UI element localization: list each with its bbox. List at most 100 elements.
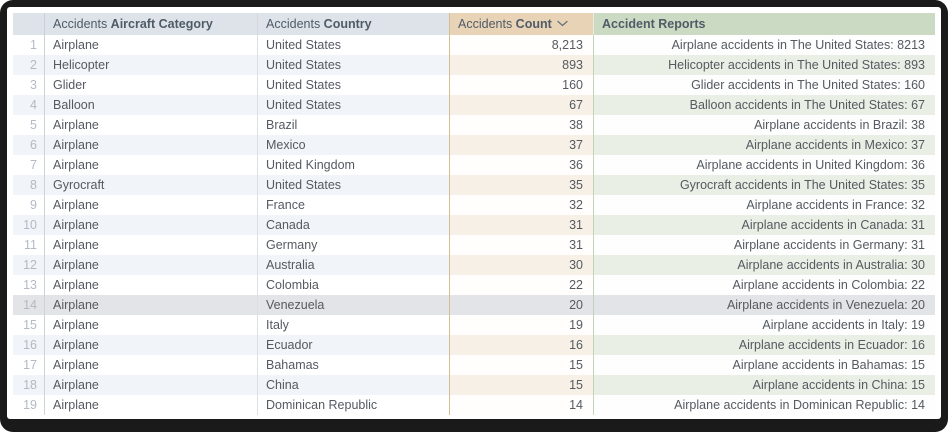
cell-aircraft-category[interactable]: Helicopter [45, 55, 258, 75]
table-row[interactable]: 6 Airplane Mexico 37 Airplane accidents … [13, 135, 935, 155]
cell-country[interactable]: Ecuador [258, 335, 449, 355]
cell-aircraft-category[interactable]: Airplane [45, 215, 258, 235]
table-row[interactable]: 11 Airplane Germany 31 Airplane accident… [13, 235, 935, 255]
table-row[interactable]: 14 Airplane Venezuela 20 Airplane accide… [13, 295, 935, 315]
cell-accidents-count[interactable]: 8,213 [449, 35, 593, 55]
column-header-country[interactable]: Accidents Country [258, 13, 449, 35]
cell-aircraft-category[interactable]: Airplane [45, 395, 258, 415]
table-row[interactable]: 3 Glider United States 160 Glider accide… [13, 75, 935, 95]
cell-accident-report[interactable]: Airplane accidents in Italy: 19 [593, 315, 935, 335]
cell-aircraft-category[interactable]: Balloon [45, 95, 258, 115]
cell-accident-report[interactable]: Airplane accidents in Australia: 30 [593, 255, 935, 275]
table-row[interactable]: 10 Airplane Canada 31 Airplane accidents… [13, 215, 935, 235]
column-header-accident-reports[interactable]: Accident Reports [593, 13, 935, 35]
table-row[interactable]: 8 Gyrocraft United States 35 Gyrocraft a… [13, 175, 935, 195]
cell-aircraft-category[interactable]: Airplane [45, 135, 258, 155]
chevron-down-icon[interactable] [557, 20, 568, 27]
cell-country[interactable]: United States [258, 55, 449, 75]
cell-accident-report[interactable]: Gyrocraft accidents in The United States… [593, 175, 935, 195]
cell-accident-report[interactable]: Airplane accidents in The United States:… [593, 35, 935, 55]
cell-country[interactable]: Brazil [258, 115, 449, 135]
table-row[interactable]: 9 Airplane France 32 Airplane accidents … [13, 195, 935, 215]
cell-accidents-count[interactable]: 20 [449, 295, 593, 315]
cell-accident-report[interactable]: Airplane accidents in United Kingdom: 36 [593, 155, 935, 175]
table-row[interactable]: 19 Airplane Dominican Republic 14 Airpla… [13, 395, 935, 415]
cell-country[interactable]: Germany [258, 235, 449, 255]
cell-accidents-count[interactable]: 19 [449, 315, 593, 335]
cell-accidents-count[interactable]: 160 [449, 75, 593, 95]
cell-country[interactable]: France [258, 195, 449, 215]
cell-accident-report[interactable]: Airplane accidents in Brazil: 38 [593, 115, 935, 135]
cell-country[interactable]: United States [258, 95, 449, 115]
cell-aircraft-category[interactable]: Airplane [45, 335, 258, 355]
cell-accidents-count[interactable]: 38 [449, 115, 593, 135]
cell-accident-report[interactable]: Airplane accidents in Canada: 31 [593, 215, 935, 235]
cell-country[interactable]: Dominican Republic [258, 395, 449, 415]
cell-accident-report[interactable]: Airplane accidents in China: 15 [593, 375, 935, 395]
cell-aircraft-category[interactable]: Airplane [45, 35, 258, 55]
table-row[interactable]: 1 Airplane United States 8,213 Airplane … [13, 35, 935, 55]
cell-accidents-count[interactable]: 37 [449, 135, 593, 155]
cell-country[interactable]: United States [258, 175, 449, 195]
cell-accident-report[interactable]: Airplane accidents in Colombia: 22 [593, 275, 935, 295]
cell-country[interactable]: Australia [258, 255, 449, 275]
cell-accident-report[interactable]: Airplane accidents in Ecuador: 16 [593, 335, 935, 355]
cell-aircraft-category[interactable]: Airplane [45, 295, 258, 315]
cell-accident-report[interactable]: Airplane accidents in Germany: 31 [593, 235, 935, 255]
cell-aircraft-category[interactable]: Airplane [45, 355, 258, 375]
cell-accident-report[interactable]: Helicopter accidents in The United State… [593, 55, 935, 75]
cell-accident-report[interactable]: Glider accidents in The United States: 1… [593, 75, 935, 95]
cell-accidents-count[interactable]: 22 [449, 275, 593, 295]
cell-country[interactable]: Bahamas [258, 355, 449, 375]
table-row[interactable]: 16 Airplane Ecuador 16 Airplane accident… [13, 335, 935, 355]
cell-accident-report[interactable]: Airplane accidents in Dominican Republic… [593, 395, 935, 415]
cell-aircraft-category[interactable]: Airplane [45, 315, 258, 335]
table-row[interactable]: 18 Airplane China 15 Airplane accidents … [13, 375, 935, 395]
cell-country[interactable]: Canada [258, 215, 449, 235]
cell-aircraft-category[interactable]: Airplane [45, 255, 258, 275]
cell-accidents-count[interactable]: 14 [449, 395, 593, 415]
cell-accident-report[interactable]: Airplane accidents in France: 32 [593, 195, 935, 215]
cell-country[interactable]: Colombia [258, 275, 449, 295]
cell-country[interactable]: China [258, 375, 449, 395]
cell-aircraft-category[interactable]: Airplane [45, 275, 258, 295]
cell-accident-report[interactable]: Airplane accidents in Bahamas: 15 [593, 355, 935, 375]
cell-country[interactable]: Italy [258, 315, 449, 335]
cell-accidents-count[interactable]: 31 [449, 235, 593, 255]
cell-accident-report[interactable]: Balloon accidents in The United States: … [593, 95, 935, 115]
cell-aircraft-category[interactable]: Airplane [45, 155, 258, 175]
cell-accidents-count[interactable]: 32 [449, 195, 593, 215]
table-row[interactable]: 4 Balloon United States 67 Balloon accid… [13, 95, 935, 115]
table-row[interactable]: 7 Airplane United Kingdom 36 Airplane ac… [13, 155, 935, 175]
cell-country[interactable]: United States [258, 75, 449, 95]
cell-accidents-count[interactable]: 15 [449, 375, 593, 395]
cell-accidents-count[interactable]: 30 [449, 255, 593, 275]
table-row[interactable]: 12 Airplane Australia 30 Airplane accide… [13, 255, 935, 275]
cell-country[interactable]: Mexico [258, 135, 449, 155]
cell-aircraft-category[interactable]: Airplane [45, 375, 258, 395]
cell-accidents-count[interactable]: 36 [449, 155, 593, 175]
cell-accidents-count[interactable]: 16 [449, 335, 593, 355]
table-row[interactable]: 2 Helicopter United States 893 Helicopte… [13, 55, 935, 75]
table-row[interactable]: 13 Airplane Colombia 22 Airplane acciden… [13, 275, 935, 295]
cell-accidents-count[interactable]: 15 [449, 355, 593, 375]
column-header-count-sorted-desc[interactable]: Accidents Count [449, 13, 593, 35]
cell-country[interactable]: United States [258, 35, 449, 55]
cell-aircraft-category[interactable]: Airplane [45, 195, 258, 215]
table-row[interactable]: 17 Airplane Bahamas 15 Airplane accident… [13, 355, 935, 375]
cell-accidents-count[interactable]: 893 [449, 55, 593, 75]
table-row[interactable]: 15 Airplane Italy 19 Airplane accidents … [13, 315, 935, 335]
cell-aircraft-category[interactable]: Gyrocraft [45, 175, 258, 195]
column-header-aircraft-category[interactable]: Accidents Aircraft Category [45, 13, 258, 35]
cell-country[interactable]: Venezuela [258, 295, 449, 315]
cell-accident-report[interactable]: Airplane accidents in Mexico: 37 [593, 135, 935, 155]
cell-country[interactable]: United Kingdom [258, 155, 449, 175]
table-row[interactable]: 5 Airplane Brazil 38 Airplane accidents … [13, 115, 935, 135]
cell-aircraft-category[interactable]: Airplane [45, 235, 258, 255]
cell-accidents-count[interactable]: 35 [449, 175, 593, 195]
cell-accidents-count[interactable]: 67 [449, 95, 593, 115]
cell-accident-report[interactable]: Airplane accidents in Venezuela: 20 [593, 295, 935, 315]
cell-accidents-count[interactable]: 31 [449, 215, 593, 235]
cell-aircraft-category[interactable]: Airplane [45, 115, 258, 135]
cell-aircraft-category[interactable]: Glider [45, 75, 258, 95]
